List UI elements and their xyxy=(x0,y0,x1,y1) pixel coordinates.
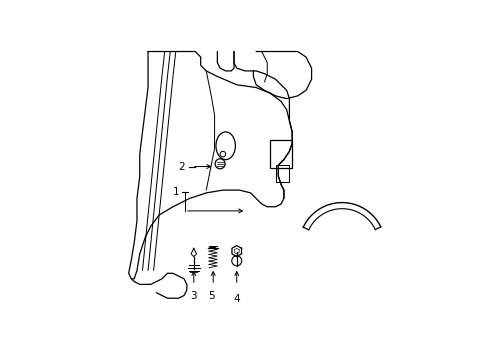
Text: 4: 4 xyxy=(233,294,240,304)
Text: 1: 1 xyxy=(172,186,179,197)
Bar xyxy=(269,140,292,168)
Text: 2: 2 xyxy=(178,162,184,172)
Text: 5: 5 xyxy=(208,291,215,301)
Bar xyxy=(275,165,289,182)
Text: 3: 3 xyxy=(190,291,197,301)
